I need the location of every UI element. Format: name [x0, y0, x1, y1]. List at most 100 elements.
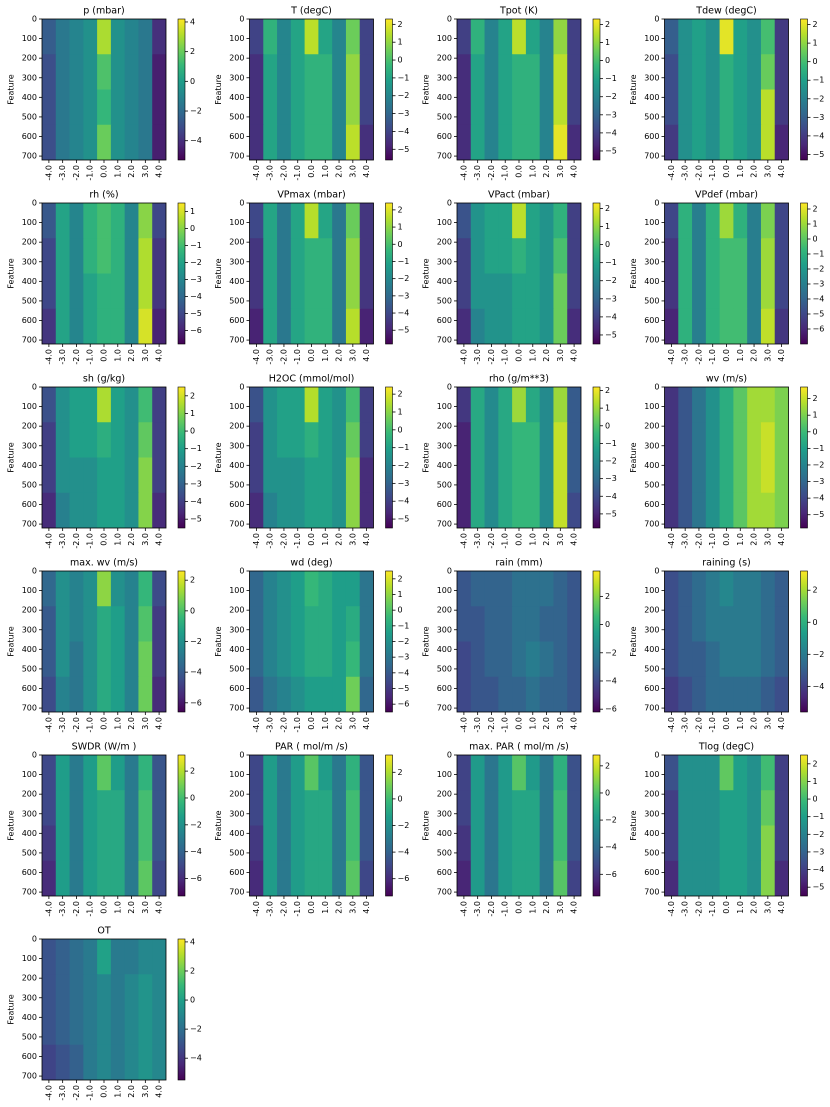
y-tick-label: 300	[437, 73, 452, 82]
y-tick-label: 300	[229, 441, 244, 450]
x-tick-label: -1.0	[501, 901, 510, 917]
heatmap-cell	[69, 457, 84, 494]
y-tick-label: 300	[437, 625, 452, 634]
heatmap-cell	[664, 238, 679, 274]
y-tick-label: 100	[229, 218, 244, 227]
x-tick-label: 2.0	[542, 901, 551, 914]
heatmap-cell	[760, 387, 776, 423]
y-tick-label: 400	[644, 645, 659, 654]
panel-title: T (degC)	[290, 6, 332, 17]
panel-title: H2OC (mmol/mol)	[269, 374, 355, 385]
heatmap-cell	[55, 457, 71, 494]
heatmap-cell	[539, 273, 554, 310]
heatmap-cell	[110, 203, 126, 239]
heatmap-cell	[692, 203, 707, 239]
panel: T (degC) Feature 0 100 200 300 400 500 600 700 -4.…	[214, 6, 409, 181]
colorbar-tick-label: 2	[190, 47, 195, 56]
heatmap-cell	[733, 492, 748, 528]
x-tick-label: 0.0	[307, 349, 316, 362]
heatmap-cell	[678, 54, 693, 90]
heatmap-cell	[359, 238, 374, 274]
heatmap-cell	[249, 238, 264, 274]
panel: PAR ( mol/m /s) Feature 0 100 200 300 400 500 60…	[214, 742, 409, 917]
panel-title: VPmax (mbar)	[277, 190, 345, 201]
heatmap-cell	[692, 387, 707, 423]
heatmap-cell	[332, 825, 347, 862]
heatmap-cell	[457, 124, 472, 160]
heatmap-cell	[484, 676, 499, 712]
heatmap-cell	[124, 606, 139, 642]
y-tick-label: 700	[229, 520, 244, 529]
heatmap-cell	[747, 422, 762, 458]
x-tick-label: -4.0	[667, 901, 676, 917]
heatmap-cell	[498, 860, 513, 896]
y-tick-label: 300	[22, 809, 37, 818]
heatmap-cell	[304, 676, 319, 712]
heatmap-cell	[124, 89, 139, 126]
heatmap-cell	[290, 755, 306, 791]
heatmap-cell	[760, 790, 776, 826]
x-tick-label: 2.0	[542, 533, 551, 546]
colorbar	[592, 18, 601, 161]
x-tick-label: -1.0	[708, 717, 717, 733]
colorbar-tick-label: 2	[398, 390, 403, 399]
heatmap-cell	[138, 790, 153, 826]
heatmap-cell	[318, 238, 333, 274]
y-tick-label: 500	[644, 664, 659, 673]
heatmap-cell	[97, 89, 112, 126]
y-tick-label: 200	[229, 238, 244, 247]
heatmap-cell	[69, 825, 84, 862]
panel: Tdew (degC) Feature 0 100 200 300 400 500 600 700…	[629, 6, 824, 181]
heatmap-cell	[692, 790, 707, 826]
heatmap-cell	[138, 387, 153, 423]
x-tick-label: 1.0	[736, 349, 745, 362]
heatmap-cell	[553, 571, 568, 607]
heatmap-cell	[498, 89, 513, 126]
heatmap-cell	[512, 124, 527, 160]
heatmap-cell	[692, 860, 707, 896]
heatmap-cell	[110, 238, 126, 274]
heatmap-cell	[83, 124, 98, 160]
colorbar-tick-label: −2	[398, 637, 410, 646]
heatmap-cell	[525, 755, 541, 791]
heatmap-cell	[263, 606, 278, 642]
heatmap-cell	[55, 308, 71, 344]
x-tick-label: -2.0	[72, 901, 81, 917]
heatmap-cell	[484, 606, 499, 642]
heatmap-cell	[567, 89, 581, 126]
x-tick-label: -2.0	[487, 165, 496, 181]
y-tick-label: 400	[229, 93, 244, 102]
heatmap-cell	[290, 641, 306, 678]
colorbar-tick-label: −2	[398, 821, 410, 830]
x-tick-label: 0.0	[515, 533, 524, 546]
x-tick-label: 0.0	[307, 165, 316, 178]
heatmap-cell	[332, 203, 347, 239]
heatmap-cell	[110, 124, 126, 160]
heatmap-cell	[83, 939, 98, 975]
heatmap-cell	[470, 676, 486, 712]
colorbar-tick-label: 0	[190, 224, 195, 233]
heatmap-cell	[110, 571, 126, 607]
panel: wv (m/s) Feature 0 100 200 300 400 500 600 700 -4.…	[629, 374, 824, 549]
panel-title: Tlog (degC)	[698, 742, 754, 753]
colorbar-tick-label: −4	[190, 497, 202, 506]
heatmap-cell	[318, 860, 333, 896]
heatmap-cell	[747, 54, 762, 90]
heatmap-cell	[42, 422, 57, 458]
x-tick-label: 1.0	[113, 717, 122, 730]
heatmap-cell	[498, 273, 513, 310]
x-tick-label: -1.0	[501, 533, 510, 549]
x-tick-label: 2.0	[335, 717, 344, 730]
heatmap-cell	[83, 387, 98, 423]
heatmap-cell	[470, 825, 486, 862]
colorbar-tick-label: −6	[813, 325, 825, 334]
x-tick-label: -3.0	[473, 165, 482, 181]
colorbar-tick-label: −4	[190, 668, 202, 677]
heatmap-cell	[152, 124, 166, 160]
colorbar-tick-label: 0	[605, 421, 610, 430]
heatmap-cell	[277, 492, 292, 528]
heatmap-cell	[470, 273, 486, 310]
panel: rain (mm) Feature 0 100 200 300 400 500 600 700 -4…	[422, 558, 617, 733]
heatmap-cell	[457, 89, 472, 126]
heatmap-cell	[304, 54, 319, 90]
